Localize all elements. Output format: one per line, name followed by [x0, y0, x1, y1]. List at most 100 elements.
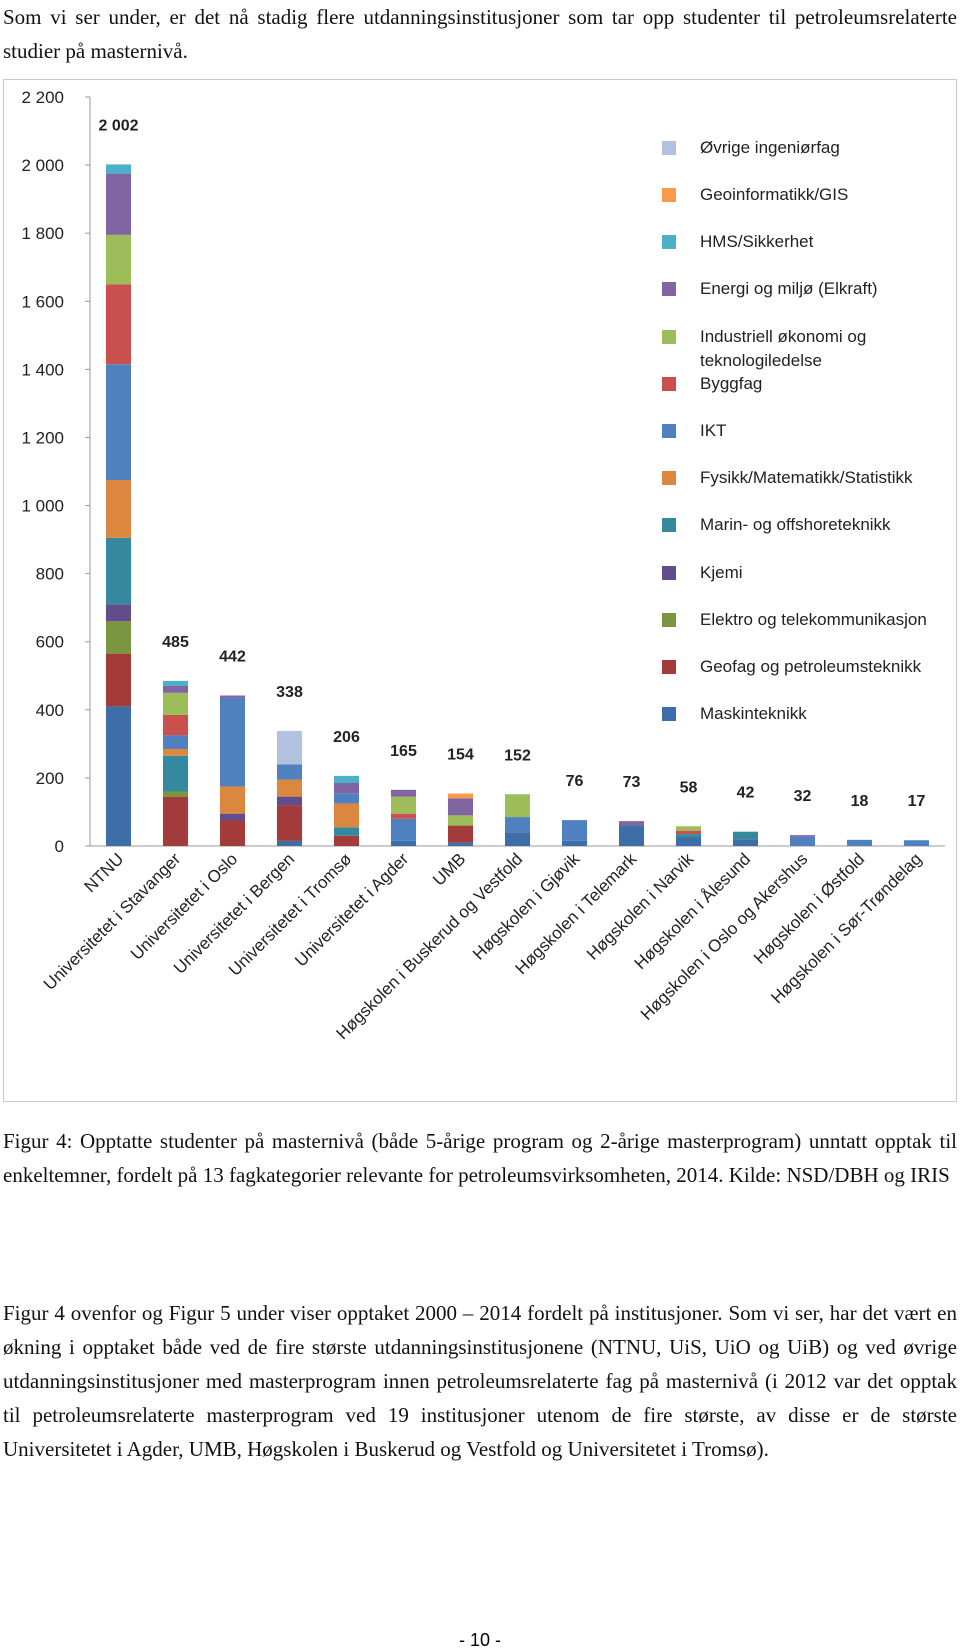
y-tick-label: 1 000 — [21, 497, 64, 516]
bar-segment — [447, 793, 474, 799]
legend-label: Geoinformatikk/GIS — [700, 184, 849, 204]
total-label: 42 — [737, 785, 755, 802]
bar-segment — [105, 173, 132, 235]
bar-segment — [561, 820, 588, 841]
bar-segment — [504, 794, 531, 818]
bar-segment — [447, 798, 474, 816]
chart-border — [3, 79, 957, 1102]
total-label: 2 002 — [98, 117, 138, 134]
bar-segment — [105, 653, 132, 707]
total-label: 73 — [623, 774, 641, 791]
bar-segment — [675, 834, 702, 838]
y-tick-label: 0 — [55, 837, 64, 856]
bar-segment — [846, 839, 873, 846]
legend-swatch — [662, 565, 676, 580]
bar-segment — [333, 775, 360, 784]
bar-segment — [105, 364, 132, 481]
bar-segment — [219, 813, 246, 821]
bar-segment — [504, 832, 531, 846]
legend-swatch — [662, 140, 676, 155]
bar-segment — [162, 755, 189, 792]
total-label: 32 — [794, 788, 812, 805]
total-label: 338 — [276, 684, 303, 701]
y-tick-label: 600 — [36, 633, 64, 652]
bar-segment — [105, 234, 132, 285]
legend-swatch — [662, 707, 676, 722]
bar-segment — [276, 805, 303, 841]
legend-swatch — [662, 329, 676, 344]
bar-segment — [333, 803, 360, 828]
legend-label: Industriell økonomi og teknologiledelse — [700, 326, 867, 370]
bar-segment — [561, 840, 588, 846]
page-number: - 10 - — [458, 1630, 501, 1650]
legend-label: Øvrige ingeniørfag — [700, 137, 840, 157]
y-tick-label: 400 — [36, 701, 64, 720]
bar-segment — [105, 164, 132, 174]
total-label: 76 — [566, 773, 584, 790]
legend-swatch — [662, 187, 676, 202]
y-tick-label: 2 200 — [21, 88, 64, 107]
bar-segment — [105, 537, 132, 605]
bar-segment — [162, 714, 189, 736]
legend-label: Marin- og offshoreteknikk — [700, 515, 891, 535]
total-label: 152 — [504, 747, 531, 764]
y-tick-label: 1 200 — [21, 428, 64, 447]
bar-segment — [675, 837, 702, 846]
bar-segment — [276, 764, 303, 780]
legend-swatch — [662, 660, 676, 675]
total-label: 442 — [219, 649, 246, 666]
y-tick-label: 1 600 — [21, 292, 64, 311]
total-label: 485 — [162, 634, 189, 651]
legend-label: Geofag og petroleumsteknikk — [700, 657, 922, 677]
legend-label: IKT — [700, 420, 727, 440]
y-tick-label: 2 000 — [21, 156, 64, 175]
bar-segment — [162, 791, 189, 797]
bar-segment — [105, 284, 132, 365]
bar-segment — [162, 680, 189, 686]
total-label: 17 — [908, 793, 926, 810]
bar-segment — [903, 840, 930, 846]
bar-segment — [219, 820, 246, 846]
bar-segment — [789, 835, 816, 837]
bar-segment — [333, 793, 360, 804]
bar-segment — [447, 825, 474, 843]
bar-segment — [618, 821, 645, 826]
bar-segment — [618, 825, 645, 846]
legend-swatch — [662, 471, 676, 486]
bar-segment — [390, 789, 417, 797]
legend-swatch — [662, 612, 676, 627]
bar-segment — [219, 697, 246, 787]
bar-segment — [390, 796, 417, 814]
legend-label: Fysikk/Matematikk/Statistikk — [700, 468, 913, 488]
y-tick-label: 1 800 — [21, 224, 64, 243]
bar-segment — [333, 783, 360, 794]
bar-segment — [105, 480, 132, 538]
y-tick-label: 200 — [36, 769, 64, 788]
bar-segment — [675, 826, 702, 831]
bar-segment — [390, 818, 417, 841]
total-label: 165 — [390, 743, 417, 760]
bar-segment — [447, 842, 474, 846]
bar-segment — [162, 796, 189, 846]
intro-text: Som vi ser under, er det nå stadig flere… — [3, 5, 957, 63]
chart: 0 200 400 600 800 1 000 1 200 1 400 1 600 1 800 2 … — [3, 79, 957, 1102]
legend-swatch — [662, 282, 676, 297]
bar-segment — [504, 817, 531, 833]
bar-segment — [276, 779, 303, 797]
bar-segment — [105, 604, 132, 622]
legend-label: Kjemi — [700, 562, 743, 582]
bar-segment — [732, 831, 759, 840]
legend-label: Byggfag — [700, 373, 763, 393]
bar-segment — [219, 786, 246, 814]
bar-segment — [105, 621, 132, 654]
total-label: 206 — [333, 729, 360, 746]
bar-segment — [789, 836, 816, 846]
bar-segment — [333, 835, 360, 846]
legend-swatch — [662, 518, 676, 533]
bar-segment — [732, 839, 759, 846]
bar-segment — [162, 748, 189, 756]
total-label: 58 — [680, 779, 698, 796]
bar-segment — [162, 692, 189, 715]
total-label: 18 — [851, 793, 869, 810]
